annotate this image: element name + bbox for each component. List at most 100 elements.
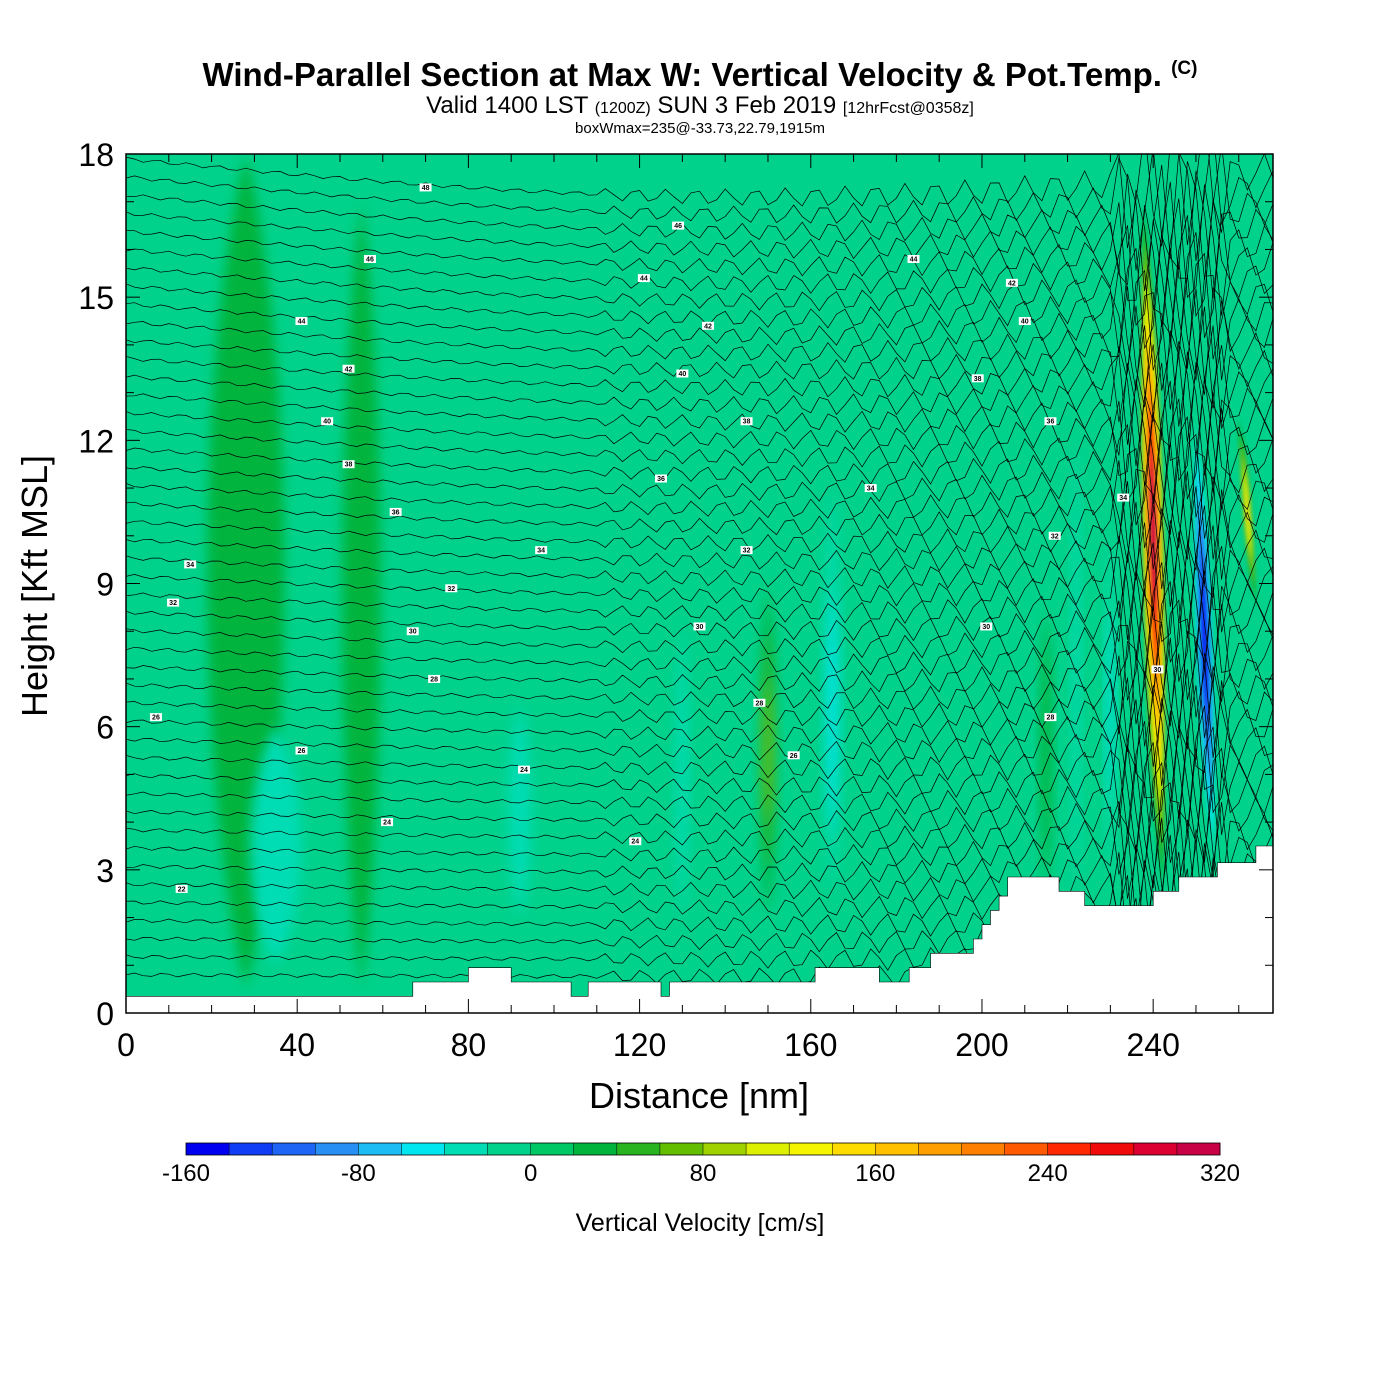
x-tick-label: 80 (451, 1027, 487, 1063)
contour-label: 38 (740, 417, 753, 426)
svg-text:34: 34 (1119, 495, 1127, 502)
axis-ticks (125, 153, 1273, 1014)
isentrope-line (126, 456, 1273, 590)
colorbar-tick-label: 0 (524, 1160, 537, 1187)
x-tick-label: 200 (955, 1027, 1008, 1063)
isentrope-line (126, 392, 1273, 535)
colorbar-swatch (1176, 1143, 1221, 1155)
contour-label: 28 (753, 698, 766, 707)
velocity-contour-band (342, 201, 381, 990)
colorbar-swatch (918, 1143, 962, 1155)
contour-label: 26 (787, 751, 800, 760)
contour-labels: 48 46 46 44 44 42 44 42 40 42 40 38 40 38 36 38 36 34 36 34… (149, 183, 1164, 893)
isentrope-line (126, 345, 1273, 486)
x-tick-label: 40 (279, 1027, 315, 1063)
isentrope-line (126, 325, 1273, 467)
svg-text:42: 42 (704, 323, 712, 330)
isentrope-line (126, 542, 1273, 680)
svg-text:38: 38 (743, 419, 751, 426)
velocity-plume (1072, 440, 1080, 894)
contour-label: 36 (1044, 417, 1057, 426)
isentrope-line (126, 288, 1273, 427)
colorbar-swatch (1133, 1143, 1178, 1155)
isentrope-line (126, 184, 1273, 328)
velocity-plume (759, 583, 777, 918)
svg-text:28: 28 (1047, 715, 1055, 722)
contour-label: 30 (693, 622, 706, 631)
svg-text:24: 24 (631, 839, 639, 846)
y-tick-label: 12 (78, 423, 114, 459)
contour-label: 46 (363, 254, 376, 263)
isentrope-line (126, 306, 1273, 445)
contour-label: 32 (167, 598, 180, 607)
colorbar-tick-label: 80 (690, 1160, 717, 1187)
contour-label: 32 (1048, 531, 1061, 540)
colorbar-swatch (186, 1143, 230, 1155)
contour-label: 26 (295, 746, 308, 755)
isentrope-line (126, 652, 1273, 786)
svg-text:26: 26 (790, 753, 798, 760)
velocity-contour-band (1152, 497, 1155, 560)
colorbar-swatch (616, 1143, 661, 1155)
contour-label: 48 (419, 183, 432, 192)
svg-text:24: 24 (520, 767, 528, 774)
svg-text:46: 46 (366, 256, 374, 263)
contour-label: 36 (389, 507, 402, 516)
svg-text:48: 48 (422, 185, 430, 192)
x-tick-label: 0 (117, 1027, 135, 1063)
y-axis-tick-labels: 0 3 6 9 12 15 18 (78, 137, 114, 1032)
isentrope-line (126, 376, 1273, 521)
isentrope-line (126, 637, 1273, 767)
contour-label: 44 (637, 274, 650, 283)
y-axis-title: Height [Kft MSL] (14, 455, 55, 717)
isentrope-line (126, 525, 1273, 661)
contour-label: 34 (184, 560, 197, 569)
svg-text:40: 40 (323, 419, 331, 426)
contour-label: 24 (629, 837, 642, 846)
svg-text:24: 24 (383, 820, 391, 827)
colorbar-swatch (487, 1143, 532, 1155)
x-tick-label: 160 (784, 1027, 837, 1063)
colorbar-swatch (358, 1143, 402, 1155)
isentrope-line (126, 735, 1273, 872)
colorbar-swatch (961, 1143, 1006, 1155)
isentrope-line (126, 723, 1273, 854)
y-tick-label: 18 (78, 137, 114, 173)
colorbar-tick-label: -160 (162, 1160, 210, 1187)
isentrope-line (126, 170, 1273, 310)
contour-label: 46 (672, 221, 685, 230)
colorbar-swatch (659, 1143, 704, 1155)
isentrope-line (126, 154, 1273, 249)
isentrope-line (126, 505, 1273, 640)
contour-label: 30 (406, 627, 419, 636)
isentrope-line (126, 442, 1273, 570)
contour-label: 42 (702, 321, 715, 330)
contour-label: 36 (654, 474, 667, 483)
isentrope-line (126, 154, 1273, 271)
x-axis-title: Distance [nm] (589, 1075, 809, 1116)
contour-label: 24 (518, 765, 531, 774)
svg-text:22: 22 (178, 886, 186, 893)
contour-label: 34 (1117, 493, 1130, 502)
colorbar-swatch (1004, 1143, 1049, 1155)
velocity-contour-band (764, 676, 772, 825)
isentrope-line (126, 748, 1273, 889)
chart-box-info: boxWmax=235@-33.73,22.79,1915m (575, 120, 825, 137)
contour-label: 44 (907, 254, 920, 263)
colorbar-tick-label: 240 (1028, 1160, 1068, 1187)
svg-text:38: 38 (345, 462, 353, 469)
isentrope-line (126, 570, 1273, 713)
isentrope-line (126, 801, 1273, 944)
svg-text:30: 30 (409, 629, 417, 636)
chart-title-block: Wind-Parallel Section at Max W: Vertical… (0, 50, 1400, 136)
isentrope-line (126, 486, 1273, 624)
isentrope-line (126, 680, 1273, 819)
contour-label: 22 (175, 884, 188, 893)
chart-title: Wind-Parallel Section at Max W: Vertical… (202, 56, 1198, 93)
contour-label: 40 (1018, 317, 1031, 326)
isentrope-line (126, 154, 1273, 292)
svg-text:30: 30 (982, 624, 990, 631)
colorbar-swatch (401, 1143, 445, 1155)
isentrope-line (126, 765, 1273, 903)
